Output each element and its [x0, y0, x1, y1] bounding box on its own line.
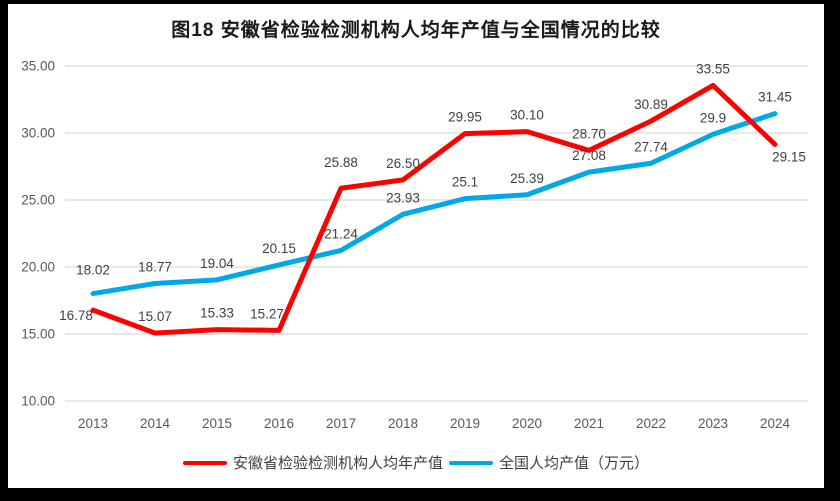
data-label-anhui: 16.78: [59, 308, 93, 323]
data-label-anhui: 29.15: [772, 149, 806, 164]
data-label-national: 25.1: [452, 175, 478, 190]
series-line-anhui: [90, 82, 778, 336]
chart-title: 图18 安徽省检验检测机构人均年产值与全国情况的比较: [171, 20, 661, 41]
data-label-national: 27.74: [634, 139, 668, 154]
data-label-anhui: 33.55: [696, 61, 730, 76]
x-tick-label: 2017: [326, 416, 356, 431]
x-tick-label: 2021: [574, 416, 604, 431]
y-tick-label: 15.00: [21, 327, 55, 342]
x-tick-label: 2019: [450, 416, 480, 431]
data-label-national: 18.77: [138, 259, 172, 274]
line-chart-plot: 35.00 30.00 25.00 20.00 15.00 10.00 2013 2014 20…: [21, 59, 808, 431]
data-label-anhui: 25.88: [324, 155, 358, 170]
legend-swatch-national-icon: [449, 460, 493, 465]
legend-label-national: 全国人均产值（万元）: [499, 455, 650, 472]
series-line-national: [90, 111, 778, 297]
x-tick-label: 2020: [512, 416, 542, 431]
legend: 安徽省检验检测机构人均年产值 全国人均产值（万元）: [8, 452, 824, 473]
data-label-national: 18.02: [76, 263, 110, 278]
legend-swatch-anhui-icon: [182, 460, 227, 465]
y-tick-label: 10.00: [21, 394, 55, 409]
data-label-anhui: 29.95: [448, 110, 482, 125]
data-label-anhui: 26.50: [386, 156, 420, 171]
x-tick-label: 2016: [264, 416, 294, 431]
x-tick-label: 2024: [760, 416, 791, 431]
data-label-anhui: 30.10: [510, 108, 544, 123]
y-tick-label: 20.00: [21, 260, 55, 275]
data-label-anhui: 15.07: [138, 309, 172, 324]
data-label-national: 25.39: [510, 171, 544, 186]
y-tick-label: 35.00: [21, 59, 55, 74]
data-label-national: 21.24: [324, 226, 358, 241]
x-tick-label: 2022: [636, 416, 666, 431]
data-label-national: 29.9: [700, 110, 726, 125]
data-label-anhui: 28.70: [572, 126, 606, 141]
data-label-anhui: 30.89: [634, 97, 668, 112]
x-tick-label: 2013: [78, 416, 108, 431]
data-label-national: 23.93: [386, 190, 420, 205]
data-label-national: 27.08: [572, 148, 606, 163]
data-label-national: 31.45: [758, 90, 792, 105]
data-label-anhui: 15.33: [200, 306, 234, 321]
data-label-anhui: 15.27: [250, 306, 284, 321]
data-label-national: 19.04: [200, 256, 234, 271]
legend-label-anhui: 安徽省检验检测机构人均年产值: [232, 455, 443, 472]
x-tick-label: 2015: [202, 416, 232, 431]
x-tick-label: 2023: [698, 416, 728, 431]
y-tick-label: 25.00: [21, 193, 55, 208]
x-tick-label: 2014: [140, 416, 171, 431]
x-tick-label: 2018: [388, 416, 418, 431]
chart-area: 图18 安徽省检验检测机构人均年产值与全国情况的比较 35.00 30.00 25.…: [8, 4, 824, 488]
y-tick-label: 30.00: [21, 126, 55, 141]
data-label-national: 20.15: [262, 241, 296, 256]
